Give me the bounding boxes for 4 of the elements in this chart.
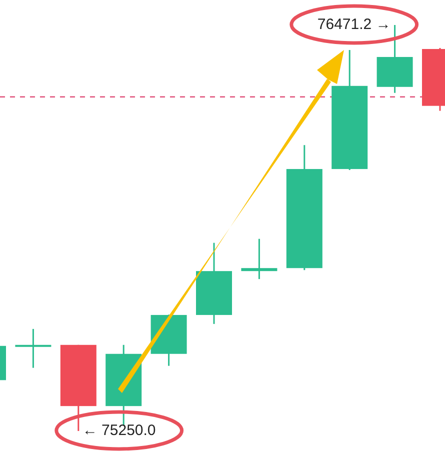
annotation: 76471.2 → bbox=[317, 16, 391, 33]
candlestick bbox=[241, 238, 278, 280]
annotation: ← 75250.0 bbox=[82, 422, 156, 439]
candlestick bbox=[15, 328, 52, 369]
